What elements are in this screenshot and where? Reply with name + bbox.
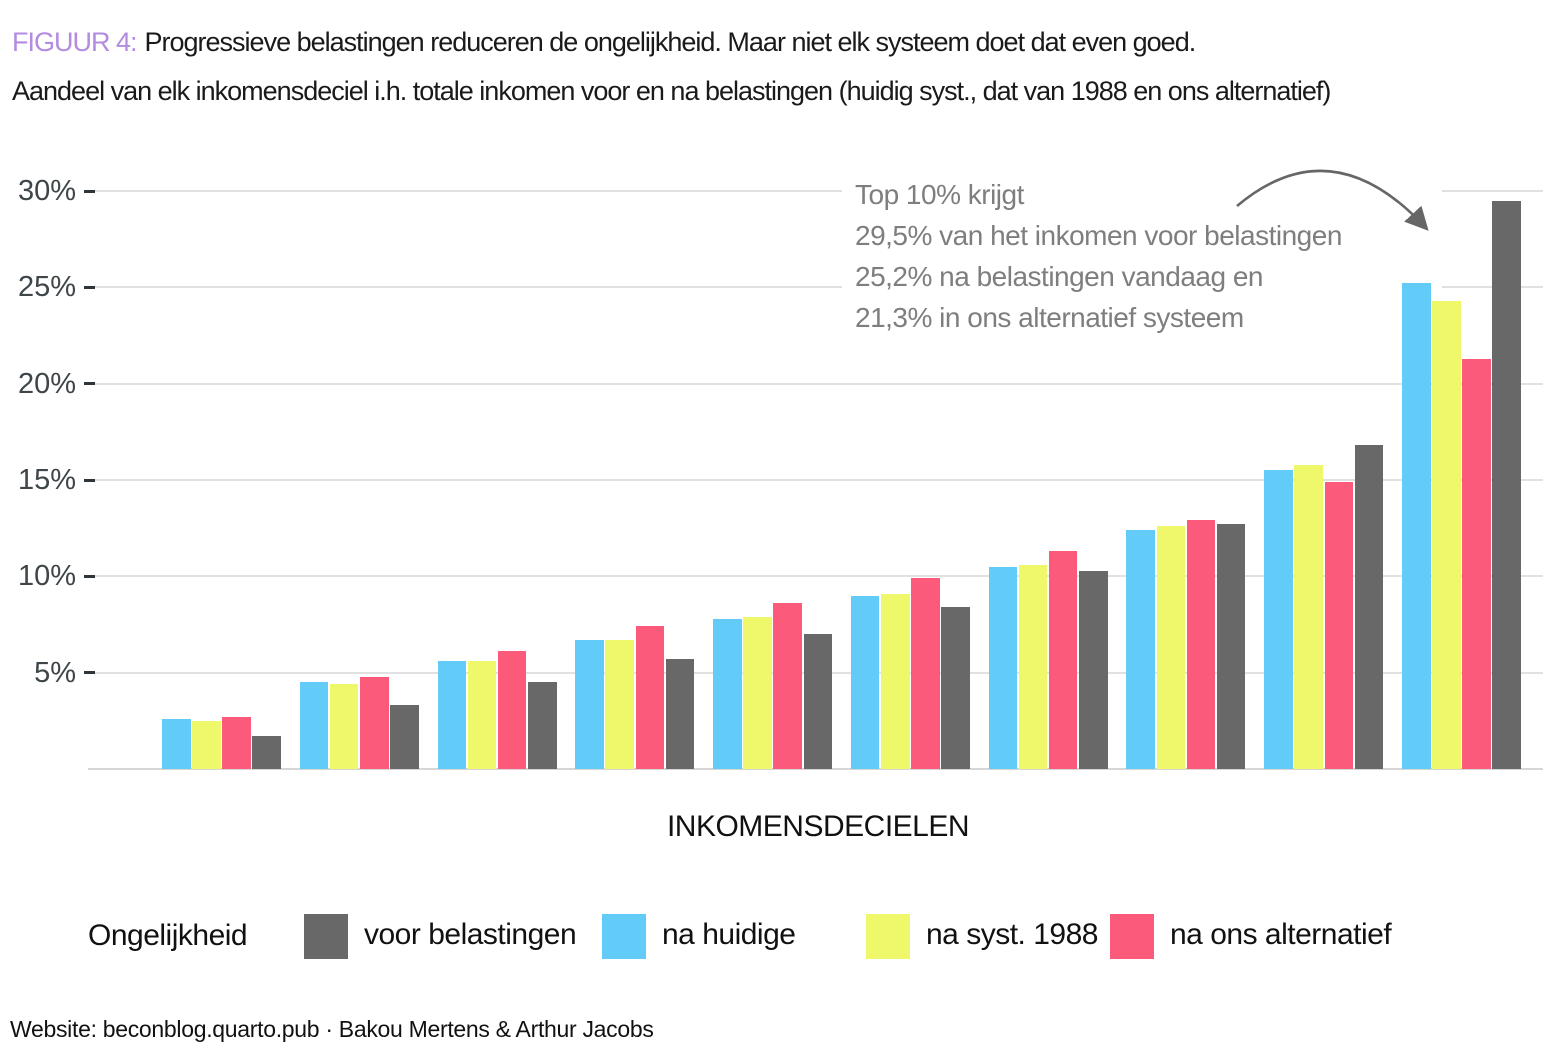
bar-d3-voor-belastingen [528,682,557,769]
bar-group-deciel-2 [299,676,419,769]
gridline-15pct [93,479,1543,481]
annotation-line: Top 10% krijgt [855,179,1024,210]
bar-d1-na-huidige [162,718,191,769]
x-axis-line [88,768,1543,770]
bar-d10-voor-belastingen [1492,200,1521,769]
y-tick-mark [84,478,95,482]
legend: Ongelijkheid voor belastingen na huidige n… [0,913,1559,963]
annotation-line: 29,5% van het inkomen voor belastingen [855,220,1342,251]
bar-group-deciel-9 [1264,445,1384,769]
bar-d7-na-huidige [988,566,1018,769]
bar-d1-voor-belastingen [252,736,281,769]
bar-d8-na-huidige [1126,530,1155,769]
legend-label-na-ons-alternatief: na ons alternatief [1170,918,1392,951]
bar-d5-na-ons-alternatief [773,603,802,769]
bar-group-deciel-7 [988,551,1108,769]
annotation-arrow-icon [1236,169,1429,231]
bar-d4-na-huidige [575,639,604,769]
annotation-line: 25,2% na belastingen vandaag en [855,261,1263,292]
bar-d9-na-ons-alternatief [1324,481,1354,769]
bar-d9-na-huidige [1264,470,1293,769]
bar-d5-na-syst-1988 [743,616,772,769]
bar-d7-na-ons-alternatief [1048,551,1078,769]
figure-title: FIGUUR 4: Progressieve belastingen reduce… [12,18,1547,116]
bar-d6-voor-belastingen [941,607,970,769]
bar-d1-na-syst-1988 [192,720,221,769]
bar-d10-na-huidige [1402,283,1431,769]
bar-group-deciel-5 [713,603,833,769]
bar-group-deciel-1 [162,716,281,769]
bar-d2-voor-belastingen [390,705,419,769]
bar-group-deciel-10 [1402,200,1521,769]
bar-d7-na-syst-1988 [1018,564,1048,769]
gridline-25pct [93,286,1543,289]
legend-label-na-syst-1988: na syst. 1988 [926,918,1098,951]
title-text: Progressieve belastingen reduceren de on… [144,27,1197,57]
y-tick-label-20: 20% [17,367,76,400]
bar-d7-voor-belastingen [1079,570,1108,769]
annotation-box: Top 10% krijgt 29,5% van het inkomen voo… [842,166,1442,340]
legend-swatch-na-huidige [602,914,646,959]
bar-group-deciel-6 [850,578,970,769]
bar-d3-na-syst-1988 [467,661,497,769]
bar-d6-na-ons-alternatief [911,578,940,769]
y-tick-mark [84,574,95,578]
y-tick-label-25: 25% [17,271,76,304]
gridline-30pct [93,190,1543,192]
bar-d2-na-ons-alternatief [360,676,389,769]
annotation-line: 21,3% in ons alternatief systeem [855,302,1244,333]
legend-label-na-huidige: na huidige [662,918,796,951]
bar-group-deciel-4 [575,626,695,769]
bar-d6-na-huidige [850,595,880,769]
bar-d6-na-syst-1988 [881,593,910,769]
bar-d3-na-huidige [437,661,467,769]
bar-group-deciel-8 [1126,520,1246,769]
bar-d4-na-syst-1988 [605,639,634,769]
bar-d2-na-huidige [299,682,329,769]
bar-d8-na-syst-1988 [1156,526,1186,769]
title-line-2: Aandeel van elk inkomensdeciel i.h. tota… [12,76,1331,106]
figure-number-label: FIGUUR 4: [12,27,138,57]
y-tick-label-10: 10% [17,560,76,593]
bar-d5-na-huidige [713,618,742,769]
gridline-20pct [93,382,1543,385]
bar-d3-na-ons-alternatief [497,651,527,769]
bar-d4-na-ons-alternatief [635,626,665,769]
legend-swatch-na-ons-alternatief [1110,914,1154,959]
footer-credit: Website: beconblog.quarto.pub · Bakou Me… [10,1016,654,1042]
legend-swatch-na-syst-1988 [866,914,910,959]
bar-d10-na-syst-1988 [1432,300,1461,769]
bar-group-deciel-3 [437,651,557,769]
bar-d1-na-ons-alternatief [222,716,251,769]
y-tick-label-30: 30% [17,175,76,207]
bar-d9-voor-belastingen [1354,445,1384,769]
legend-label-voor-belastingen: voor belastingen [364,918,577,951]
legend-swatch-voor-belastingen [304,914,348,959]
y-tick-mark [84,285,95,289]
bar-d9-na-syst-1988 [1294,464,1323,769]
y-tick-label-15: 15% [17,464,76,496]
plot-area [88,190,1543,770]
gridline-10pct [93,575,1543,578]
title-line-1: FIGUUR 4: Progressieve belastingen reduce… [12,18,1547,67]
x-axis-label: INKOMENSDECIELEN [666,810,970,843]
bar-d8-voor-belastingen [1216,524,1246,769]
bar-d5-voor-belastingen [803,634,833,769]
legend-title: Ongelijkheid [88,919,248,952]
bar-d2-na-syst-1988 [329,684,359,769]
bar-d10-na-ons-alternatief [1462,358,1491,769]
y-tick-label-5: 5% [34,656,76,689]
bar-d8-na-ons-alternatief [1186,520,1216,769]
bar-d4-voor-belastingen [665,659,695,769]
y-tick-mark [84,189,95,193]
y-tick-mark [84,382,95,386]
y-tick-mark [84,671,95,675]
